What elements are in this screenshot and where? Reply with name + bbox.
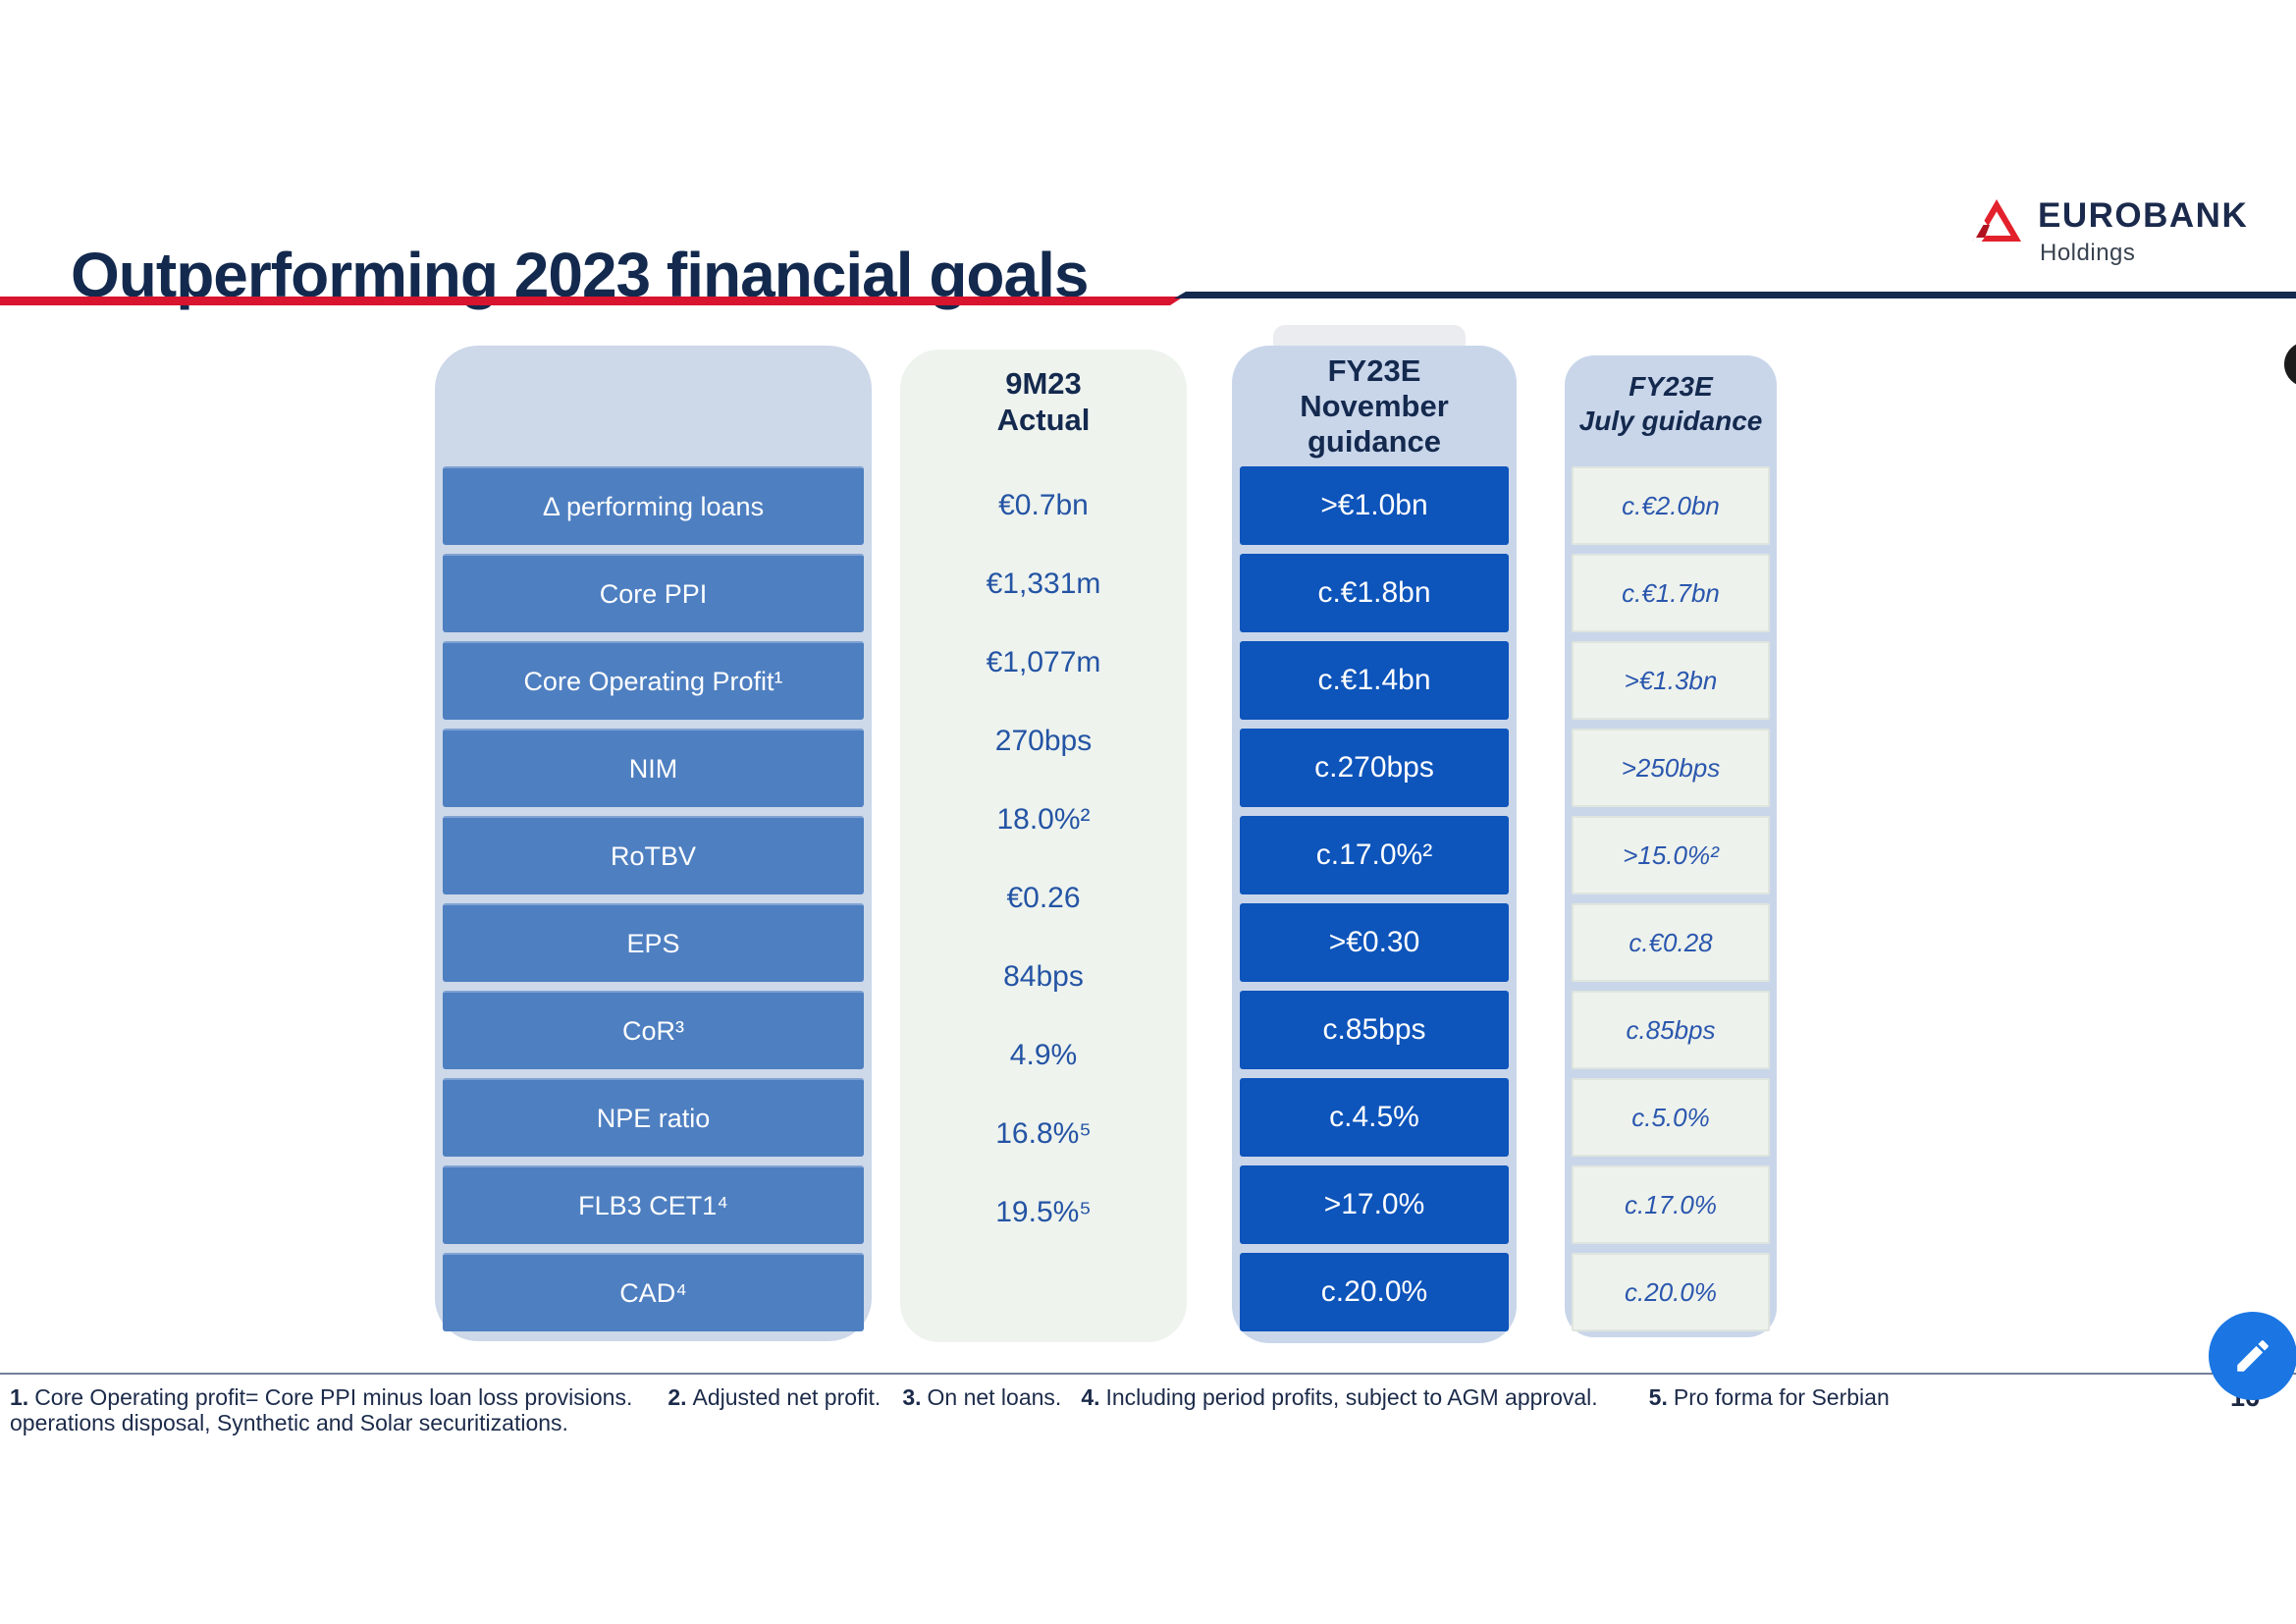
logo-sub-text: Holdings: [2040, 240, 2136, 266]
november-guidance-value: c.270bps: [1240, 729, 1509, 807]
header-line: Actual: [996, 403, 1091, 437]
actual-value: 4.9%: [1009, 1039, 1078, 1071]
column-fy23e-november: FY23E November guidance >€1.0bn c.€1.8bn…: [1232, 346, 1517, 1343]
metric-label: NIM: [443, 729, 864, 807]
july-guidance-value: c.€2.0bn: [1572, 466, 1770, 545]
pencil-icon: [2237, 1340, 2269, 1372]
header-line: November: [1300, 389, 1449, 423]
actual-value: 19.5%⁵: [995, 1196, 1092, 1228]
header-line: FY23E: [1629, 371, 1713, 402]
title-underline-red: [0, 297, 1184, 305]
metric-label: Δ performing loans: [443, 466, 864, 545]
column-9m23-actual: 9M23 Actual €0.7bn €1,331m €1,077m 270bp…: [900, 350, 1187, 1342]
november-guidance-value: >€0.30: [1240, 903, 1509, 982]
july-guidance-value: >15.0%²: [1572, 816, 1770, 894]
header-line: guidance: [1307, 424, 1442, 459]
actual-value: €1,331m: [986, 568, 1101, 600]
column-header-9m23: 9M23 Actual: [900, 365, 1187, 466]
footnote-item: 1. Core Operating profit= Core PPI minus…: [10, 1384, 633, 1410]
metric-label: Core Operating Profit¹: [443, 641, 864, 720]
footnote-line-1: 1. Core Operating profit= Core PPI minus…: [10, 1384, 2150, 1410]
november-guidance-value: c.85bps: [1240, 991, 1509, 1069]
column-header-november: FY23E November guidance: [1232, 353, 1517, 466]
actual-value: 270bps: [994, 725, 1093, 757]
november-guidance-value: c.€1.4bn: [1240, 641, 1509, 720]
metric-label: EPS: [443, 903, 864, 982]
footnote-item: 4. Including period profits, subject to …: [1081, 1384, 1598, 1410]
metric-label: CoR³: [443, 991, 864, 1069]
title-underline-navy: [1174, 292, 2296, 298]
july-guidance-value: c.20.0%: [1572, 1253, 1770, 1331]
column-metrics: Δ performing loans Core PPI Core Operati…: [435, 346, 872, 1341]
november-guidance-value: c.€1.8bn: [1240, 554, 1509, 632]
november-guidance-value: c.17.0%²: [1240, 816, 1509, 894]
metric-label: RoTBV: [443, 816, 864, 894]
header-line: July guidance: [1578, 406, 1763, 436]
november-guidance-value: c.4.5%: [1240, 1078, 1509, 1157]
logo-brand-text: EUROBANK: [2038, 196, 2249, 235]
actual-value: 84bps: [1003, 960, 1084, 993]
edit-button[interactable]: [2209, 1312, 2296, 1400]
header-line: 9M23: [1005, 366, 1082, 401]
actual-value: 16.8%⁵: [995, 1117, 1092, 1150]
metric-label: Core PPI: [443, 554, 864, 632]
july-guidance-value: >€1.3bn: [1572, 641, 1770, 720]
metric-label: NPE ratio: [443, 1078, 864, 1157]
footnotes: 1. Core Operating profit= Core PPI minus…: [10, 1384, 2150, 1435]
footnote-item: 5. Pro forma for Serbian: [1648, 1384, 1890, 1410]
footnote-item: 3. On net loans.: [902, 1384, 1062, 1410]
july-guidance-value: >250bps: [1572, 729, 1770, 807]
header-line: FY23E: [1327, 353, 1421, 388]
eurobank-logo-icon: [1971, 199, 2021, 244]
july-guidance-value: c.85bps: [1572, 991, 1770, 1069]
actual-value: €0.7bn: [998, 489, 1089, 521]
column-header-july: FY23E July guidance: [1565, 369, 1777, 466]
footnote-item: 2. Adjusted net profit.: [667, 1384, 881, 1410]
actual-value: €1,077m: [986, 646, 1101, 678]
column-fy23e-july: FY23E July guidance c.€2.0bn c.€1.7bn >€…: [1565, 355, 1777, 1337]
footnote-line-2: operations disposal, Synthetic and Solar…: [10, 1410, 568, 1435]
metric-label: CAD⁴: [443, 1253, 864, 1331]
edge-circle: [2284, 342, 2296, 387]
actual-value: €0.26: [1006, 882, 1081, 914]
july-guidance-value: c.5.0%: [1572, 1078, 1770, 1157]
actual-value: 18.0%²: [996, 803, 1091, 836]
july-guidance-value: c.€0.28: [1572, 903, 1770, 982]
november-guidance-value: c.20.0%: [1240, 1253, 1509, 1331]
footer-divider: [0, 1373, 2296, 1375]
november-guidance-value: >17.0%: [1240, 1165, 1509, 1244]
july-guidance-value: c.17.0%: [1572, 1165, 1770, 1244]
metric-label: FLB3 CET1⁴: [443, 1165, 864, 1244]
november-guidance-value: >€1.0bn: [1240, 466, 1509, 545]
july-guidance-value: c.€1.7bn: [1572, 554, 1770, 632]
